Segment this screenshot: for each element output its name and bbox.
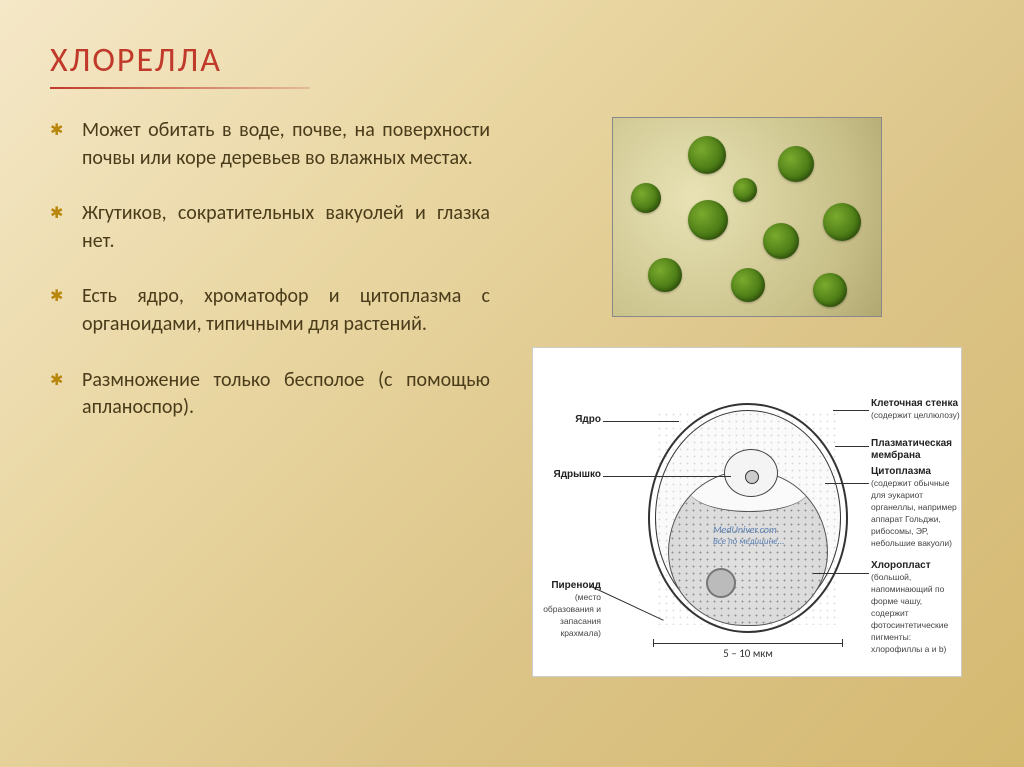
label-nucleolus: Ядрышко xyxy=(535,469,601,481)
chlorella-cell xyxy=(823,203,861,241)
nucleolus-shape xyxy=(745,470,759,484)
lead-line xyxy=(603,421,679,422)
content-row: Может обитать в воде, почве, на поверхно… xyxy=(50,117,974,677)
chlorella-cell xyxy=(778,146,814,182)
slide-title: Хлорелла xyxy=(50,40,974,81)
slide: Хлорелла Может обитать в воде, почве, на… xyxy=(0,0,1024,767)
pyrenoid-shape xyxy=(706,568,736,598)
title-underline xyxy=(50,87,310,89)
label-text: Хлоропласт xyxy=(871,560,931,571)
bullet-item: Жгутиков, сократительных вакуолей и глаз… xyxy=(50,200,490,255)
watermark: MedUniver.com xyxy=(713,523,777,536)
label-text: Клеточная стенка xyxy=(871,398,958,409)
label-sub: (содержит обычные для эукариот органеллы… xyxy=(871,478,957,548)
lead-line xyxy=(825,483,869,484)
nucleus-shape xyxy=(724,449,778,497)
scale-bar: 5 – 10 мкм xyxy=(653,643,843,660)
label-sub: (содержит целлюлозу) xyxy=(871,410,960,420)
cell-diagram: Ядро Ядрышко Пиреноид (место образования… xyxy=(532,347,962,677)
bullet-item: Есть ядро, хроматофор и цитоплазма с орг… xyxy=(50,283,490,338)
label-text: Плазматическая мембрана xyxy=(871,438,952,461)
label-text: Ядрышко xyxy=(554,469,602,480)
bullet-item: Может обитать в воде, почве, на поверхно… xyxy=(50,117,490,172)
chlorella-cell xyxy=(733,178,757,202)
chlorella-cell xyxy=(688,200,728,240)
label-pyrenoid: Пиреноид (место образования и запасания … xyxy=(535,580,601,640)
title-block: Хлорелла xyxy=(50,40,974,89)
scale-text: 5 – 10 мкм xyxy=(723,647,773,660)
watermark: Все по медицине... xyxy=(713,536,784,547)
chlorella-cell xyxy=(763,223,799,259)
chlorella-cell xyxy=(688,136,726,174)
chlorella-cell xyxy=(631,183,661,213)
text-column: Может обитать в воде, почве, на поверхно… xyxy=(50,117,490,677)
scale-line xyxy=(653,643,843,644)
label-cell-wall: Клеточная стенка (содержит целлюлозу) xyxy=(871,398,961,422)
label-chloroplast: Хлоропласт (большой, напоминающий по фор… xyxy=(871,560,961,656)
bullet-list: Может обитать в воде, почве, на поверхно… xyxy=(50,117,490,422)
image-column: Ядро Ядрышко Пиреноид (место образования… xyxy=(520,117,974,677)
label-nucleus: Ядро xyxy=(541,414,601,426)
label-text: Ядро xyxy=(575,414,601,425)
lead-line xyxy=(603,476,731,477)
label-sub: (большой, напоминающий по форме чашу, со… xyxy=(871,572,948,654)
chlorella-cell xyxy=(648,258,682,292)
chlorella-cell xyxy=(813,273,847,307)
label-cytoplasm: Цитоплазма (содержит обычные для эукарио… xyxy=(871,466,961,550)
label-text: Цитоплазма xyxy=(871,466,931,477)
chlorella-cell xyxy=(731,268,765,302)
label-text: Пиреноид xyxy=(551,580,601,591)
bullet-item: Размножение только бесполое (с помощью а… xyxy=(50,367,490,422)
cell-shape xyxy=(648,403,848,633)
lead-line xyxy=(813,573,869,574)
label-plasma-membrane: Плазматическая мембрана xyxy=(871,438,961,462)
label-sub: (место образования и запасания крахмала) xyxy=(543,592,601,638)
lead-line xyxy=(833,410,869,411)
microscope-photo xyxy=(612,117,882,317)
lead-line xyxy=(835,446,869,447)
